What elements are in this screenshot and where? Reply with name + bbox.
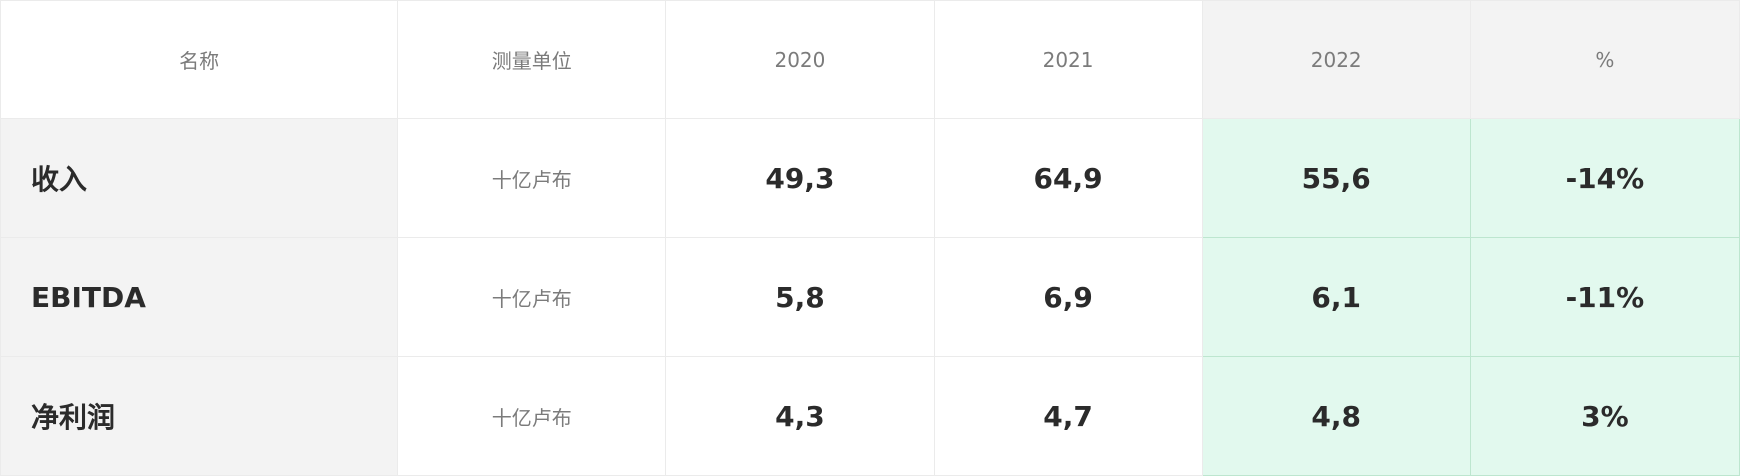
value-percent: 3%: [1469, 356, 1740, 476]
header-percent: %: [1469, 0, 1740, 119]
table-row: 净利润 十亿卢布 4,3 4,7 4,8 3%: [0, 356, 1740, 476]
table-row: 收入 十亿卢布 49,3 64,9 55,6 -14%: [0, 118, 1740, 238]
header-2020: 2020: [665, 0, 935, 119]
header-unit: 测量单位: [397, 0, 667, 119]
value-percent: -11%: [1469, 237, 1740, 357]
value-2020: 49,3: [665, 118, 935, 238]
header-2021: 2021: [933, 0, 1203, 119]
table-row: EBITDA 十亿卢布 5,8 6,9 6,1 -11%: [0, 237, 1740, 357]
table-header: 名称 测量单位 2020 2021 2022 %: [0, 0, 1740, 119]
value-2022: 6,1: [1201, 237, 1471, 357]
value-2022: 4,8: [1201, 356, 1471, 476]
value-2020: 5,8: [665, 237, 935, 357]
row-name: EBITDA: [0, 237, 399, 357]
header-2022: 2022: [1201, 0, 1471, 119]
value-percent: -14%: [1469, 118, 1740, 238]
value-2020: 4,3: [665, 356, 935, 476]
row-unit: 十亿卢布: [397, 118, 667, 238]
header-row: 名称 测量单位 2020 2021 2022 %: [0, 0, 1740, 119]
value-2021: 64,9: [933, 118, 1203, 238]
row-name: 净利润: [0, 356, 399, 476]
row-unit: 十亿卢布: [397, 237, 667, 357]
value-2021: 6,9: [933, 237, 1203, 357]
row-unit: 十亿卢布: [397, 356, 667, 476]
header-name: 名称: [0, 0, 399, 119]
table-body: 收入 十亿卢布 49,3 64,9 55,6 -14% EBITDA 十亿卢布 …: [0, 118, 1740, 476]
row-name: 收入: [0, 118, 399, 238]
value-2022: 55,6: [1201, 118, 1471, 238]
value-2021: 4,7: [933, 356, 1203, 476]
